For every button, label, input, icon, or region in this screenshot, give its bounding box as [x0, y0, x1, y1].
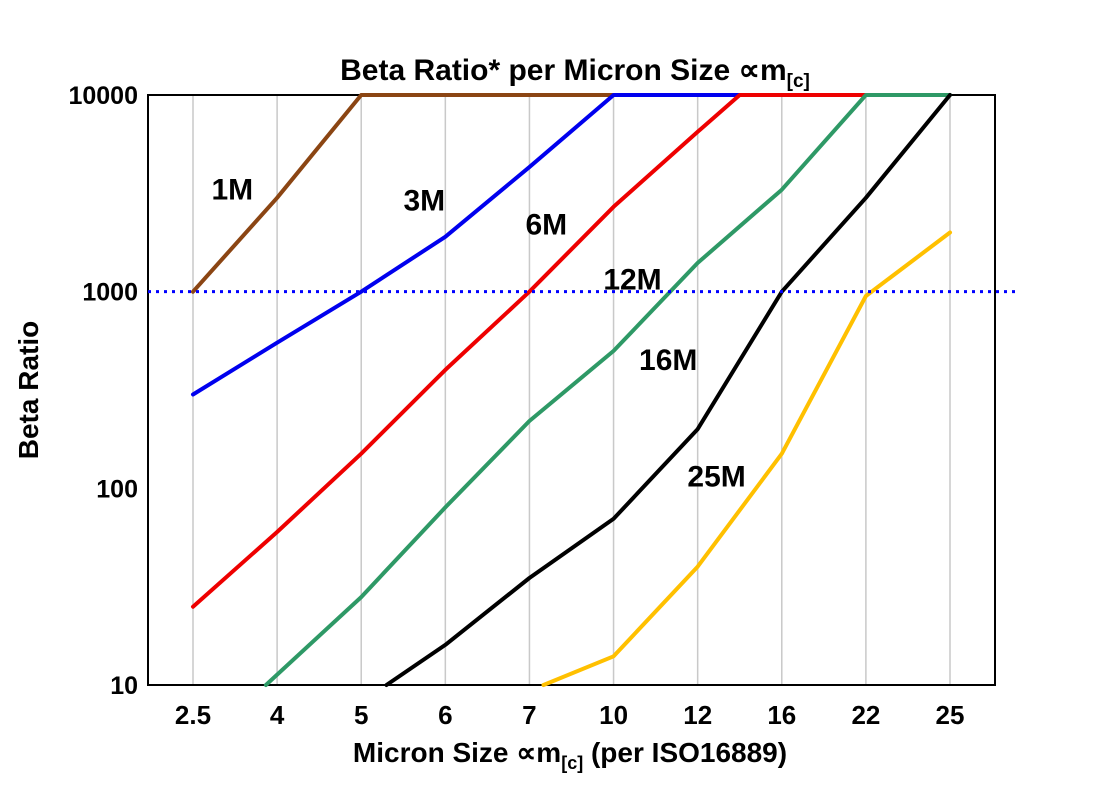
x-tick-16: 16 — [767, 700, 796, 730]
series-labels: 1M 3M 6M 12M 16M 25M — [211, 174, 745, 494]
y-tick-1000: 1000 — [82, 279, 138, 307]
proportional-symbol: ∝m — [516, 737, 561, 768]
title-subscript: [c] — [787, 71, 810, 92]
x-axis-label-suffix: (per ISO16889) — [583, 737, 787, 768]
series-lines — [191, 93, 952, 687]
x-tick-7: 7 — [522, 700, 536, 730]
gridlines — [192, 95, 951, 685]
y-tick-10000: 10000 — [68, 82, 138, 110]
y-axis-label: Beta Ratio — [13, 321, 44, 459]
plot-border — [147, 94, 996, 686]
chart-title: Beta Ratio* per Micron Size ∝m[c] — [340, 54, 810, 92]
x-tick-2.5: 2.5 — [175, 700, 211, 730]
series-label-6M: 6M — [525, 208, 567, 241]
proportional-symbol: ∝m — [739, 54, 787, 87]
axis-tick-labels: 2.5 4 5 6 7 10 12 16 22 25 10 100 1000 10000 — [68, 82, 964, 730]
series-line-25M — [541, 230, 952, 687]
x-tick-25: 25 — [936, 700, 965, 730]
plot-frame — [147, 94, 996, 686]
series-label-3M: 3M — [403, 185, 445, 218]
y-tick-10: 10 — [110, 672, 138, 700]
x-tick-4: 4 — [270, 700, 285, 730]
x-tick-5: 5 — [354, 700, 368, 730]
series-line-3M — [191, 93, 742, 397]
x-tick-22: 22 — [851, 700, 880, 730]
y-tick-100: 100 — [96, 475, 138, 503]
series-line-1M — [191, 93, 616, 294]
chart-title-text: Beta Ratio* per Micron Size — [340, 54, 738, 87]
series-line-16M — [384, 93, 952, 687]
series-label-1M: 1M — [211, 174, 253, 207]
series-line-12M — [263, 93, 952, 687]
x-tick-12: 12 — [683, 700, 712, 730]
series-label-16M: 16M — [639, 344, 697, 377]
x-axis-label: Micron Size ∝m[c] (per ISO16889) — [353, 737, 787, 773]
x-axis-label-text: Micron Size — [353, 737, 516, 768]
series-label-12M: 12M — [603, 264, 661, 297]
series-line-6M — [191, 93, 868, 609]
x-axis-subscript: [c] — [561, 753, 583, 773]
series-label-25M: 25M — [687, 460, 745, 493]
x-tick-6: 6 — [438, 700, 452, 730]
x-tick-10: 10 — [599, 700, 628, 730]
